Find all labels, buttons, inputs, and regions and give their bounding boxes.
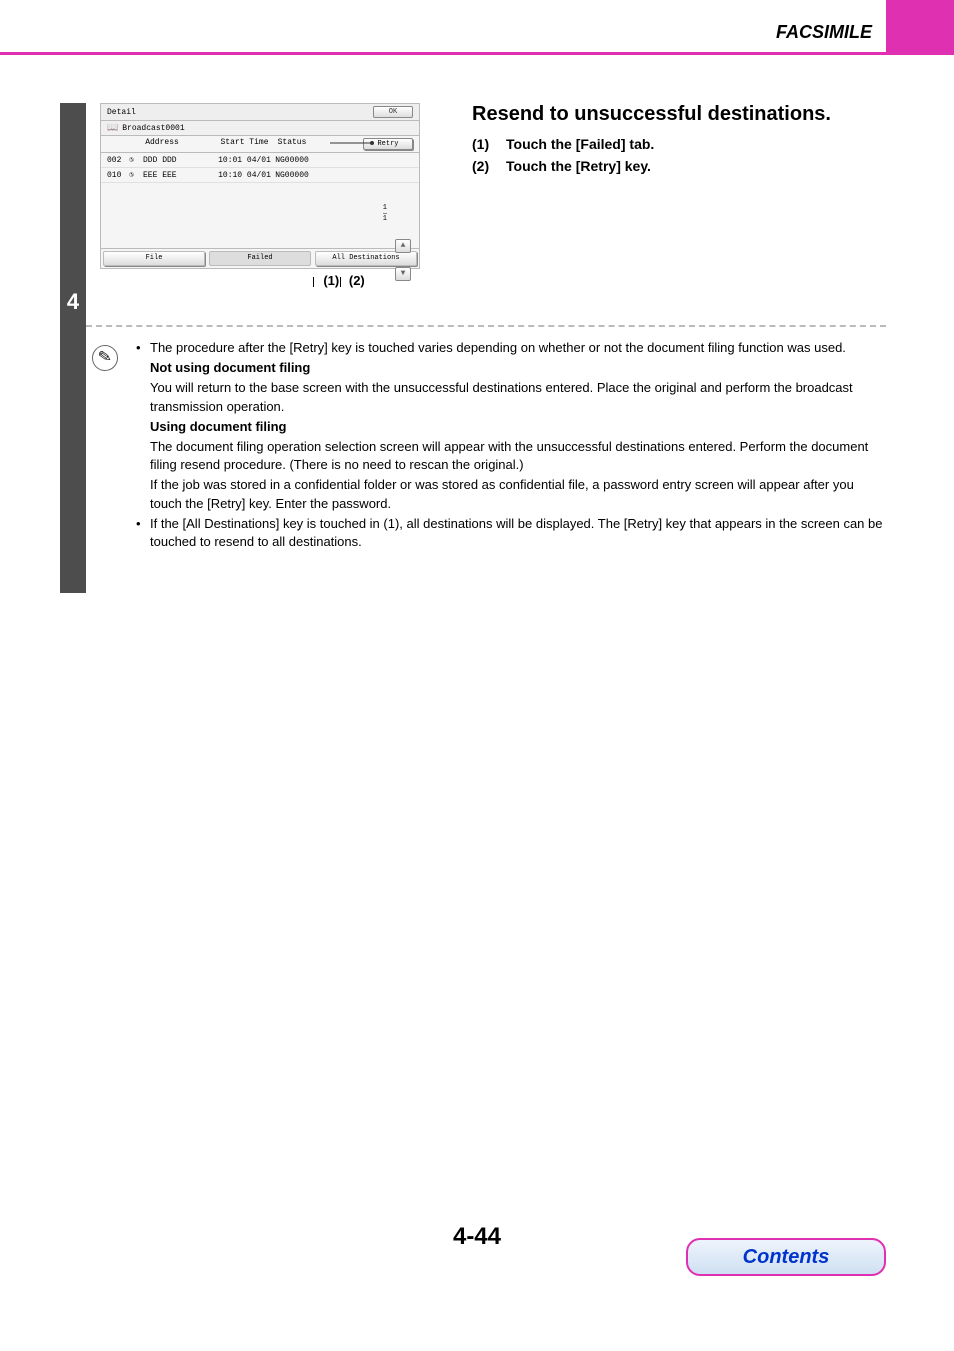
row-status: NG00000 — [272, 156, 312, 165]
broadcast-icon: 📖 — [107, 123, 118, 133]
page-current: 1 — [383, 203, 387, 213]
tab-file[interactable]: File — [103, 251, 205, 266]
note-paragraph: You will return to the base screen with … — [136, 379, 886, 415]
contents-button[interactable]: Contents — [686, 1238, 886, 1276]
row-address: DDD DDD — [143, 156, 217, 165]
header-accent-block — [886, 0, 954, 55]
broadcast-label: Broadcast0001 — [122, 124, 184, 133]
note-paragraph: The document filing operation selection … — [136, 438, 886, 474]
main-row: Detail OK 📖 Broadcast0001 Address Start … — [100, 103, 894, 288]
page-header: FACSIMILE — [0, 0, 954, 55]
row-address: EEE EEE — [143, 171, 217, 180]
step-text: Touch the [Failed] tab. — [506, 136, 654, 152]
retry-leader-line — [330, 140, 378, 146]
phone-icon: ✆ — [129, 170, 134, 180]
step-num: (2) — [472, 158, 496, 174]
scroll-down-button[interactable]: ▼ — [395, 267, 411, 281]
row-number: 002 — [107, 156, 129, 165]
scroll-up-button[interactable]: ▲ — [395, 239, 411, 253]
callout-1: (1) — [155, 273, 345, 288]
instruction-step: (1) Touch the [Failed] tab. — [472, 136, 894, 152]
page-total: 1 — [383, 213, 387, 224]
detail-title-text: Detail — [107, 108, 136, 117]
note-paragraph: If the job was stored in a confidential … — [136, 476, 886, 512]
step-text: Touch the [Retry] key. — [506, 158, 651, 174]
row-time: 10:01 04/01 — [217, 156, 272, 165]
tab-failed[interactable]: Failed — [209, 251, 311, 266]
broadcast-row: 📖 Broadcast0001 — [101, 121, 419, 136]
callout-leader-1 — [313, 277, 314, 287]
step-num: (1) — [472, 136, 496, 152]
note-bullet: If the [All Destinations] key is touched… — [136, 515, 886, 551]
instruction-step: (2) Touch the [Retry] key. — [472, 158, 894, 174]
instruction-title: Resend to unsuccessful destinations. — [472, 103, 894, 126]
callout-labels: (1) (2) — [100, 273, 420, 288]
note-heading: Using document filing — [136, 418, 886, 436]
detail-panel: Detail OK 📖 Broadcast0001 Address Start … — [100, 103, 420, 269]
callout-2: (2) — [349, 273, 365, 288]
row-time: 10:10 04/01 — [217, 171, 272, 180]
note-bullet: The procedure after the [Retry] key is t… — [136, 339, 886, 357]
ok-button[interactable]: OK — [373, 106, 413, 118]
table-row: 002 ✆ DDD DDD 10:01 04/01 NG00000 — [101, 153, 419, 168]
col-status: Status — [272, 138, 312, 150]
content-area: 4 Detail OK 📖 Broadcast0001 Address Star… — [0, 55, 954, 95]
tab-all-destinations[interactable]: All Destinations — [315, 251, 417, 266]
tab-bar: File Failed All Destinations — [101, 248, 419, 268]
note-heading: Not using document filing — [136, 359, 886, 377]
detail-titlebar: Detail OK — [101, 104, 419, 121]
page-indicator: 1 1 — [383, 203, 387, 224]
col-address: Address — [107, 138, 217, 150]
note-section: ✎ The procedure after the [Retry] key is… — [96, 339, 886, 553]
step-number-sidebar: 4 — [60, 103, 86, 593]
row-number: 010 — [107, 171, 129, 180]
dashed-separator — [86, 325, 886, 327]
instructions: Resend to unsuccessful destinations. (1)… — [472, 103, 894, 180]
callout-leader-2 — [340, 277, 341, 287]
section-title: FACSIMILE — [776, 22, 872, 43]
col-start-time: Start Time — [217, 138, 272, 150]
note-body: The procedure after the [Retry] key is t… — [136, 339, 886, 551]
phone-icon: ✆ — [129, 155, 134, 165]
table-row: 010 ✆ EEE EEE 10:10 04/01 NG00000 — [101, 168, 419, 183]
pencil-note-icon: ✎ — [90, 343, 120, 373]
table-body: 002 ✆ DDD DDD 10:01 04/01 NG00000 010 ✆ … — [101, 153, 419, 248]
row-status: NG00000 — [272, 171, 312, 180]
